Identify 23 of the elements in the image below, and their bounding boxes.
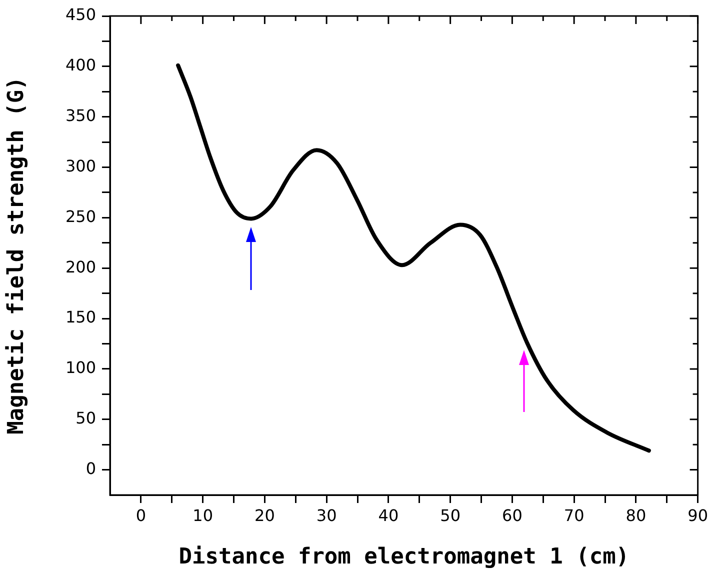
- y-tick-label: 400: [65, 56, 96, 75]
- y-tick-label: 350: [65, 106, 96, 125]
- x-tick-label: 10: [192, 506, 213, 525]
- y-axis-title: Magnetic field strength (G): [4, 76, 29, 434]
- y-tick-label: 450: [65, 5, 96, 24]
- y-tick-label: 300: [65, 156, 96, 176]
- x-tick-label: 60: [502, 506, 522, 525]
- x-tick-label: 20: [254, 506, 275, 525]
- y-tick-label: 0: [86, 458, 96, 478]
- y-tick-label: 250: [65, 206, 96, 226]
- x-tick-label: 30: [316, 506, 337, 525]
- x-axis-title: Distance from electromagnet 1 (cm): [178, 544, 630, 570]
- x-tick-label: 50: [440, 506, 460, 525]
- y-tick-label: 50: [76, 408, 96, 428]
- y-tick-label: 100: [65, 358, 96, 378]
- y-tick-label: 150: [65, 308, 96, 327]
- x-tick-label: 80: [626, 506, 646, 525]
- x-tick-label: 90: [688, 506, 708, 525]
- x-tick-label: 70: [564, 506, 584, 525]
- x-tick-label: 40: [378, 506, 399, 525]
- x-tick-label: 0: [136, 506, 146, 525]
- line-series: [176, 63, 651, 453]
- y-tick-label: 200: [65, 257, 96, 276]
